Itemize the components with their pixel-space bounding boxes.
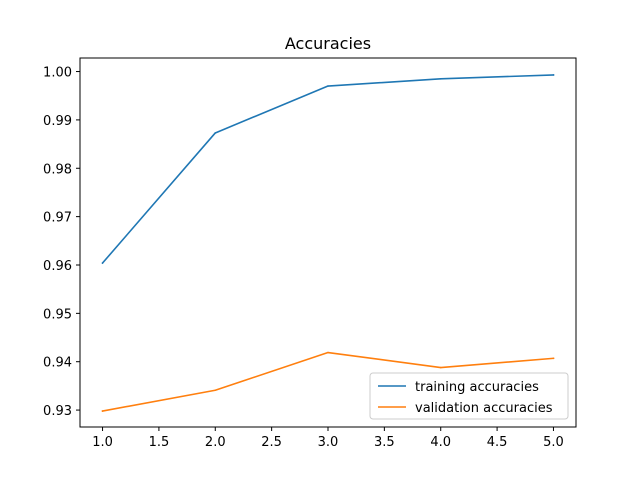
x-tick-label: 3.5 [374, 435, 395, 450]
x-tick-label: 1.0 [92, 435, 113, 450]
series-0-point [327, 85, 329, 87]
y-tick-label: 0.99 [43, 114, 72, 129]
series-1-point [439, 366, 442, 369]
x-axis: 1.0 1.5 2.0 2.5 3.0 3.5 4.0 4.5 5.0 [92, 427, 564, 450]
y-tick-label: 0.96 [43, 259, 72, 274]
x-tick-label: 4.0 [430, 435, 451, 450]
y-tick-label: 0.97 [43, 211, 72, 226]
series-1-point [214, 389, 217, 392]
x-tick-label: 4.5 [487, 435, 508, 450]
x-tick-label: 2.0 [205, 435, 226, 450]
x-tick-label: 1.5 [149, 435, 170, 450]
legend-label-1: validation accuracies [415, 401, 553, 416]
legend-label-0: training accuracies [415, 380, 539, 395]
y-axis: 0.93 0.94 0.95 0.96 0.97 0.98 0.99 1.00 [43, 66, 80, 419]
legend-box [369, 372, 569, 420]
y-tick-label: 0.93 [43, 404, 72, 419]
y-tick-label: 0.94 [43, 356, 72, 371]
series-0-point [101, 262, 104, 264]
series-0-point [214, 132, 217, 134]
legend: training accuracies validation accuracies [369, 372, 569, 420]
y-tick-label: 0.95 [43, 307, 72, 322]
series-1-point [552, 357, 555, 360]
plot-area-frame [79, 57, 577, 428]
x-tick-label: 5.0 [543, 435, 564, 450]
series-0-point [439, 77, 442, 80]
series-1-point [327, 351, 329, 354]
series-0-point [552, 74, 555, 76]
y-tick-label: 0.98 [43, 162, 72, 177]
series-1-point [101, 410, 104, 412]
series-lines [101, 74, 555, 412]
chart-title: Accuracies [285, 34, 371, 53]
x-tick-label: 3.0 [318, 435, 339, 450]
x-tick-label: 2.5 [261, 435, 282, 450]
y-tick-label: 1.00 [43, 66, 72, 81]
